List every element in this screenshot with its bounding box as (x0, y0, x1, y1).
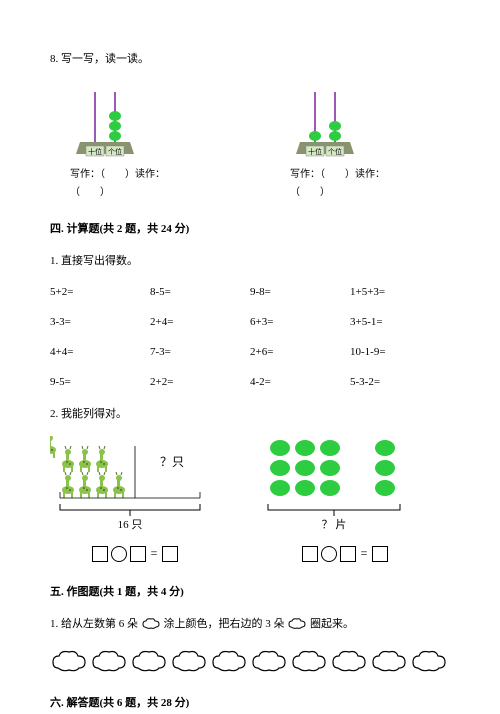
calc-cell: 2+6= (250, 343, 350, 363)
giraffe-equation: = (50, 543, 220, 565)
s5-q1-part1: 1. 给从左数第 6 朵 (50, 618, 138, 630)
cloud-icon (290, 648, 328, 676)
cloud-icon (90, 648, 128, 676)
svg-text:个位: 个位 (108, 147, 122, 156)
eq-op (111, 546, 127, 562)
cloud-icon (170, 648, 208, 676)
eq-box (92, 546, 108, 562)
calc-cell: 3-3= (50, 313, 150, 333)
green-diagram: ？ 片 = (260, 436, 430, 564)
calc-cell: 2+4= (150, 313, 250, 333)
abacus-1-label: 写作：（ ）读作：（ ） (70, 166, 190, 202)
svg-text:？ 片: ？ 片 (322, 518, 347, 531)
section5-q1: 1. 给从左数第 6 朵 涂上颜色，把右边的 3 朵 圈起来。 (50, 615, 450, 635)
calc-cell: 5+2= (50, 283, 150, 303)
calc-cell: 4-2= (250, 373, 350, 393)
calc-cell: 9-5= (50, 373, 150, 393)
clouds-row (50, 648, 450, 676)
svg-text:十位: 十位 (88, 147, 102, 156)
section6-header: 六. 解答题(共 6 题，共 28 分) (50, 694, 450, 714)
eq-box (340, 546, 356, 562)
cloud-icon (50, 648, 88, 676)
calc-cell: 5-3-2= (350, 373, 450, 393)
eq-box (130, 546, 146, 562)
calc-cell: 10-1-9= (350, 343, 450, 363)
svg-text:16 只: 16 只 (118, 519, 143, 531)
eq-op (321, 546, 337, 562)
cloud-inline-icon (141, 617, 161, 631)
eq-box (372, 546, 388, 562)
cloud-inline-icon (287, 617, 307, 631)
svg-text:个位: 个位 (328, 147, 342, 156)
cloud-icon (330, 648, 368, 676)
green-equation: = (260, 543, 430, 565)
section4-header: 四. 计算题(共 2 题，共 24 分) (50, 220, 450, 240)
eq-sign: = (361, 543, 368, 565)
calc-grid: 5+2= 8-5= 9-8= 1+5+3= 3-3= 2+4= 6+3= 3+5… (50, 283, 450, 392)
abacus-2: 十位 个位 写作：（ ）读作：（ ） (290, 82, 410, 202)
cloud-icon (210, 648, 248, 676)
abacus-2-svg: 十位 个位 (290, 82, 360, 162)
cloud-icon (250, 648, 288, 676)
giraffe-svg: ？只 16 只 (50, 436, 220, 531)
s5-q1-part3: 圈起来。 (310, 618, 354, 630)
calc-cell: 3+5-1= (350, 313, 450, 333)
section4-q1-label: 1. 直接写出得数。 (50, 252, 450, 272)
svg-text:十位: 十位 (308, 147, 322, 156)
s5-q1-part2: 涂上颜色，把右边的 3 朵 (164, 618, 285, 630)
abacus-row: 十位 个位 写作：（ ）读作：（ ） 十位 个位 写作：（ ）读作：（ ） (70, 82, 450, 202)
abacus-2-label: 写作：（ ）读作：（ ） (290, 166, 410, 202)
svg-text:？只: ？只 (160, 455, 184, 469)
cloud-icon (410, 648, 448, 676)
section5-header: 五. 作图题(共 1 题，共 4 分) (50, 583, 450, 603)
calc-cell: 1+5+3= (350, 283, 450, 303)
calc-cell: 9-8= (250, 283, 350, 303)
giraffe-diagram: ？只 16 只 = (50, 436, 220, 564)
calc-cell: 6+3= (250, 313, 350, 333)
q8-title: 8. 写一写，读一读。 (50, 50, 450, 70)
green-svg: ？ 片 (260, 436, 430, 531)
eq-box (162, 546, 178, 562)
abacus-1-svg: 十位 个位 (70, 82, 140, 162)
calc-cell: 4+4= (50, 343, 150, 363)
cloud-icon (130, 648, 168, 676)
calc-cell: 7-3= (150, 343, 250, 363)
eq-sign: = (151, 543, 158, 565)
diagram-row: ？只 16 只 = (50, 436, 450, 564)
cloud-icon (370, 648, 408, 676)
eq-box (302, 546, 318, 562)
calc-cell: 8-5= (150, 283, 250, 303)
calc-cell: 2+2= (150, 373, 250, 393)
section4-q2-label: 2. 我能列得对。 (50, 405, 450, 425)
abacus-1: 十位 个位 写作：（ ）读作：（ ） (70, 82, 190, 202)
